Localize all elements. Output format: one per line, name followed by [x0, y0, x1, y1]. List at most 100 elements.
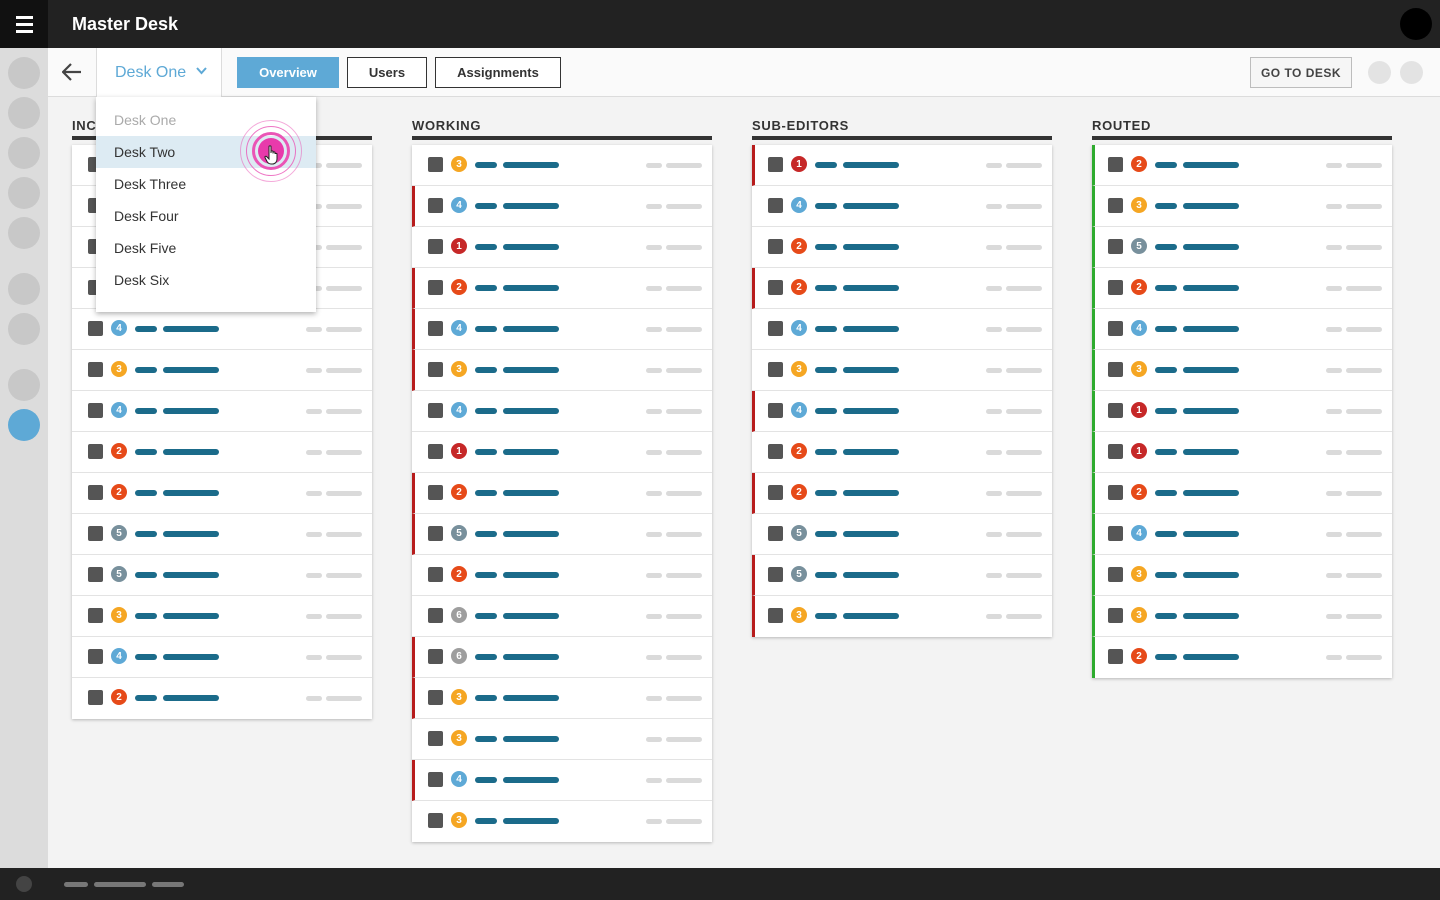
rail-nav-item[interactable]	[8, 273, 40, 305]
story-row[interactable]: 2	[72, 432, 372, 473]
row-checkbox[interactable]	[768, 198, 783, 213]
action-icon[interactable]	[1368, 61, 1391, 84]
story-row[interactable]: 2	[752, 473, 1052, 514]
story-row[interactable]: 5	[752, 555, 1052, 596]
story-row[interactable]: 2	[1092, 268, 1392, 309]
desk-option[interactable]: Desk Three	[114, 176, 187, 192]
row-checkbox[interactable]	[1108, 649, 1123, 664]
rail-nav-item-active[interactable]	[8, 409, 40, 441]
desk-select[interactable]: Desk One	[96, 48, 222, 97]
rail-nav-item[interactable]	[8, 217, 40, 249]
back-arrow-icon[interactable]	[58, 58, 86, 86]
story-row[interactable]: 3	[412, 801, 712, 842]
rail-nav-item[interactable]	[8, 57, 40, 89]
tab-assignments[interactable]: Assignments	[435, 57, 561, 88]
row-checkbox[interactable]	[428, 567, 443, 582]
desk-option[interactable]: Desk Four	[114, 208, 179, 224]
tab-users[interactable]: Users	[347, 57, 427, 88]
story-row[interactable]: 5	[72, 555, 372, 596]
row-checkbox[interactable]	[768, 485, 783, 500]
story-row[interactable]: 5	[412, 514, 712, 555]
story-row[interactable]: 3	[412, 719, 712, 760]
story-row[interactable]: 3	[752, 596, 1052, 637]
row-checkbox[interactable]	[428, 403, 443, 418]
story-row[interactable]: 1	[412, 227, 712, 268]
story-row[interactable]: 2	[1092, 145, 1392, 186]
story-row[interactable]: 4	[752, 309, 1052, 350]
story-row[interactable]: 5	[72, 514, 372, 555]
story-row[interactable]: 2	[412, 473, 712, 514]
row-checkbox[interactable]	[428, 239, 443, 254]
row-checkbox[interactable]	[1108, 362, 1123, 377]
row-checkbox[interactable]	[88, 444, 103, 459]
story-row[interactable]: 2	[72, 678, 372, 719]
story-row[interactable]: 3	[1092, 555, 1392, 596]
story-row[interactable]: 2	[412, 268, 712, 309]
story-row[interactable]: 1	[412, 432, 712, 473]
story-row[interactable]: 4	[72, 309, 372, 350]
row-checkbox[interactable]	[88, 608, 103, 623]
action-icon[interactable]	[1400, 61, 1423, 84]
story-row[interactable]: 6	[412, 596, 712, 637]
row-checkbox[interactable]	[768, 444, 783, 459]
row-checkbox[interactable]	[1108, 526, 1123, 541]
row-checkbox[interactable]	[1108, 157, 1123, 172]
row-checkbox[interactable]	[428, 321, 443, 336]
row-checkbox[interactable]	[428, 731, 443, 746]
row-checkbox[interactable]	[428, 280, 443, 295]
story-row[interactable]: 2	[752, 227, 1052, 268]
row-checkbox[interactable]	[88, 362, 103, 377]
go-to-desk-button[interactable]: GO TO DESK	[1250, 57, 1352, 88]
hamburger-menu-icon[interactable]	[0, 0, 48, 48]
row-checkbox[interactable]	[768, 403, 783, 418]
rail-nav-item[interactable]	[8, 177, 40, 209]
row-checkbox[interactable]	[428, 608, 443, 623]
story-row[interactable]: 4	[752, 391, 1052, 432]
row-checkbox[interactable]	[1108, 239, 1123, 254]
story-row[interactable]: 6	[412, 637, 712, 678]
story-row[interactable]: 4	[412, 309, 712, 350]
story-row[interactable]: 3	[1092, 596, 1392, 637]
row-checkbox[interactable]	[428, 444, 443, 459]
story-row[interactable]: 3	[752, 350, 1052, 391]
story-row[interactable]: 2	[1092, 473, 1392, 514]
story-row[interactable]: 4	[1092, 514, 1392, 555]
row-checkbox[interactable]	[428, 772, 443, 787]
row-checkbox[interactable]	[768, 239, 783, 254]
row-checkbox[interactable]	[428, 157, 443, 172]
story-row[interactable]: 2	[752, 268, 1052, 309]
story-row[interactable]: 5	[752, 514, 1052, 555]
story-row[interactable]: 4	[412, 760, 712, 801]
desk-option[interactable]: Desk Six	[114, 272, 170, 288]
user-avatar[interactable]	[1400, 8, 1432, 40]
row-checkbox[interactable]	[88, 649, 103, 664]
row-checkbox[interactable]	[428, 198, 443, 213]
rail-nav-item[interactable]	[8, 313, 40, 345]
row-checkbox[interactable]	[1108, 485, 1123, 500]
story-row[interactable]: 3	[412, 350, 712, 391]
row-checkbox[interactable]	[768, 157, 783, 172]
row-checkbox[interactable]	[1108, 403, 1123, 418]
row-checkbox[interactable]	[428, 362, 443, 377]
story-row[interactable]: 4	[72, 637, 372, 678]
story-row[interactable]: 4	[752, 186, 1052, 227]
row-checkbox[interactable]	[428, 813, 443, 828]
story-row[interactable]: 4	[72, 391, 372, 432]
row-checkbox[interactable]	[428, 690, 443, 705]
row-checkbox[interactable]	[88, 526, 103, 541]
story-row[interactable]: 4	[412, 186, 712, 227]
story-row[interactable]: 1	[1092, 391, 1392, 432]
rail-nav-item[interactable]	[8, 369, 40, 401]
story-row[interactable]: 3	[1092, 186, 1392, 227]
row-checkbox[interactable]	[768, 526, 783, 541]
row-checkbox[interactable]	[768, 362, 783, 377]
tab-overview[interactable]: Overview	[237, 57, 339, 88]
row-checkbox[interactable]	[1108, 280, 1123, 295]
row-checkbox[interactable]	[88, 567, 103, 582]
story-row[interactable]: 4	[412, 391, 712, 432]
story-row[interactable]: 5	[1092, 227, 1392, 268]
row-checkbox[interactable]	[1108, 608, 1123, 623]
row-checkbox[interactable]	[768, 321, 783, 336]
row-checkbox[interactable]	[88, 403, 103, 418]
row-checkbox[interactable]	[768, 608, 783, 623]
